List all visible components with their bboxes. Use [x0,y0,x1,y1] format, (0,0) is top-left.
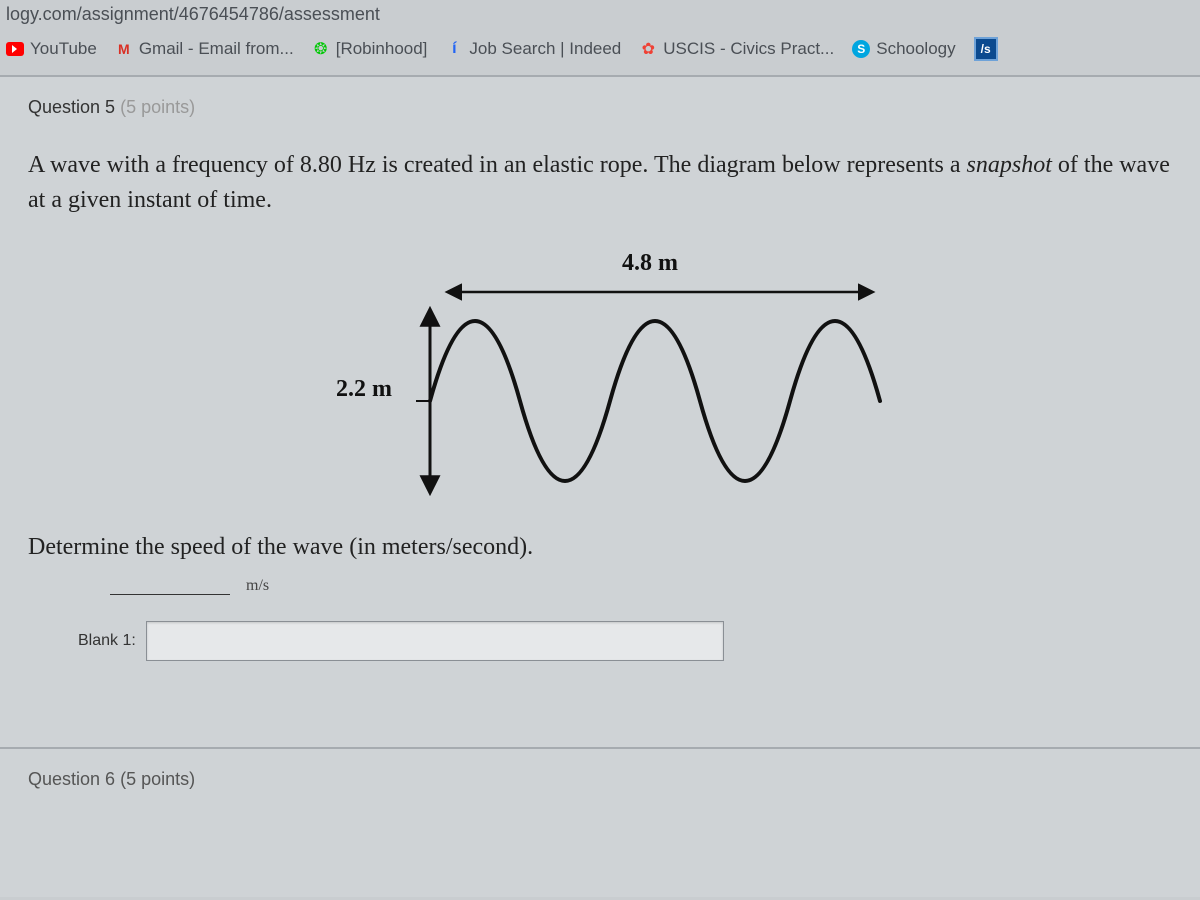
bookmarks-bar: YouTube M Gmail - Email from... ❂ [Robin… [0,31,1200,77]
uscis-icon: ✿ [639,40,657,58]
bookmark-schoology[interactable]: S Schoology [852,39,955,59]
bookmark-uscis[interactable]: ✿ USCIS - Civics Pract... [639,39,834,59]
bookmark-indeed[interactable]: í Job Search | Indeed [445,39,621,59]
question-text-part1: A wave with a frequency of [28,152,300,178]
span-dimension-label: 4.8 m [622,250,678,276]
schoology-icon: S [852,40,870,58]
assessment-page: Question 5 (5 points) A wave with a freq… [0,77,1200,897]
question-points: (5 points) [120,97,195,117]
question-5-text: A wave with a frequency of 8.80 Hz is cr… [0,124,1200,226]
question-5-header: Question 5 (5 points) [0,77,1200,124]
amplitude-label: 2.2 m [336,376,392,402]
wave-diagram: 4.8 m 2.2 m [0,226,1200,534]
question-number: Question 5 [28,97,115,117]
answer-input-row: Blank 1: [0,621,1200,691]
question-emphasis: snapshot [967,152,1052,178]
url-text: logy.com/assignment/4676454786/assessmen… [6,4,380,24]
blank-label: Blank 1: [78,632,136,650]
wave-path [430,321,880,481]
unit-suffix: m/s [246,577,269,595]
bookmark-label: Job Search | Indeed [469,39,621,59]
answer-blank-line [110,594,230,595]
wave-svg: 4.8 m 2.2 m [280,236,920,516]
gmail-icon: M [115,40,133,58]
bookmark-label: USCIS - Civics Pract... [663,39,834,59]
bookmark-youtube[interactable]: YouTube [6,39,97,59]
question-frequency: 8.80 Hz [300,152,376,178]
answer-unit-row: m/s [0,577,1200,621]
question-6-header: Question 6 (5 points) [0,747,1200,796]
question-5-prompt: Determine the speed of the wave (in mete… [0,534,1200,577]
blank-1-input[interactable] [146,621,724,661]
robinhood-icon: ❂ [312,40,330,58]
youtube-icon [6,40,24,58]
indeed-icon: í [445,40,463,58]
bookmark-robinhood[interactable]: ❂ [Robinhood] [312,39,428,59]
bookmark-gmail[interactable]: M Gmail - Email from... [115,39,294,59]
bookmark-label: Gmail - Email from... [139,39,294,59]
address-bar-fragment: logy.com/assignment/4676454786/assessmen… [0,0,1200,31]
bookmark-label: Schoology [876,39,955,59]
bookmark-label: [Robinhood] [336,39,428,59]
bookmark-overflow-icon[interactable]: /s [974,37,998,61]
question-points: (5 points) [120,769,195,789]
bookmark-label: YouTube [30,39,97,59]
prompt-text: Determine the speed of the wave (in mete… [28,534,533,560]
question-text-part2: is created in an elastic rope. The diagr… [376,152,967,178]
question-number: Question 6 [28,769,115,789]
